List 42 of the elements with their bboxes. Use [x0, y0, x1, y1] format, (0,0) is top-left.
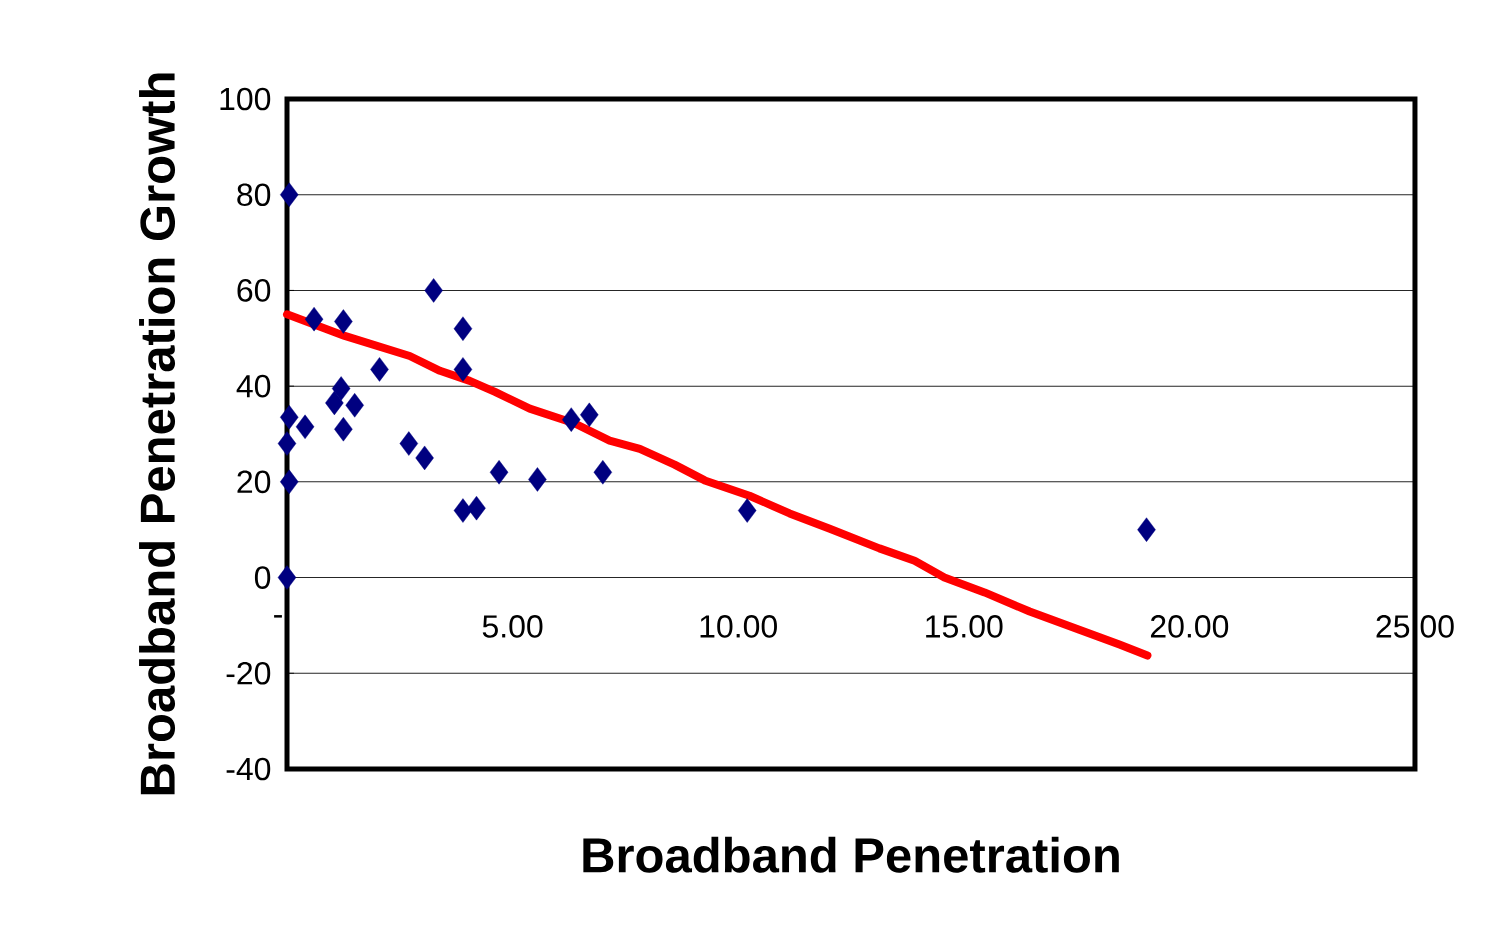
x-axis-title: Broadband Penetration	[583, 836, 1119, 873]
y-tick-label: 80	[237, 183, 271, 207]
point	[304, 306, 324, 332]
point	[325, 390, 344, 416]
point	[415, 445, 434, 471]
point	[424, 278, 443, 303]
point	[277, 431, 297, 456]
point	[295, 414, 315, 440]
point	[467, 495, 486, 521]
point	[453, 498, 473, 523]
point	[334, 417, 353, 442]
point	[489, 460, 509, 485]
x-tick-label: 20.00	[1150, 615, 1229, 638]
point	[593, 460, 613, 485]
point	[580, 402, 599, 428]
y-tick-label: 0	[254, 566, 271, 589]
y-tick-label: 100	[220, 87, 271, 111]
point	[528, 467, 547, 492]
point	[334, 309, 353, 334]
point	[738, 498, 757, 523]
point	[399, 431, 419, 456]
point	[280, 405, 299, 430]
y-tick-label: 40	[236, 374, 271, 398]
point	[280, 469, 299, 495]
x-tick-label: 5.00	[482, 615, 543, 638]
point	[280, 182, 299, 207]
point	[562, 407, 581, 432]
x-tick-label: 15.00	[926, 615, 1003, 638]
y-tick-label: 60	[237, 279, 271, 302]
point	[331, 376, 351, 401]
point	[345, 393, 364, 418]
point	[453, 357, 473, 382]
x-tick-label: -	[274, 615, 282, 618]
y-tick-label: -40	[226, 757, 271, 781]
point	[277, 565, 297, 590]
x-tick-label: 10.00	[700, 615, 777, 638]
point	[1137, 517, 1156, 542]
point	[370, 357, 389, 382]
y-tick-label: 20	[237, 470, 271, 494]
y-axis-title: Broadband Penetration Growth	[139, 73, 176, 795]
point	[453, 316, 473, 341]
y-tick-label: -20	[226, 661, 271, 685]
